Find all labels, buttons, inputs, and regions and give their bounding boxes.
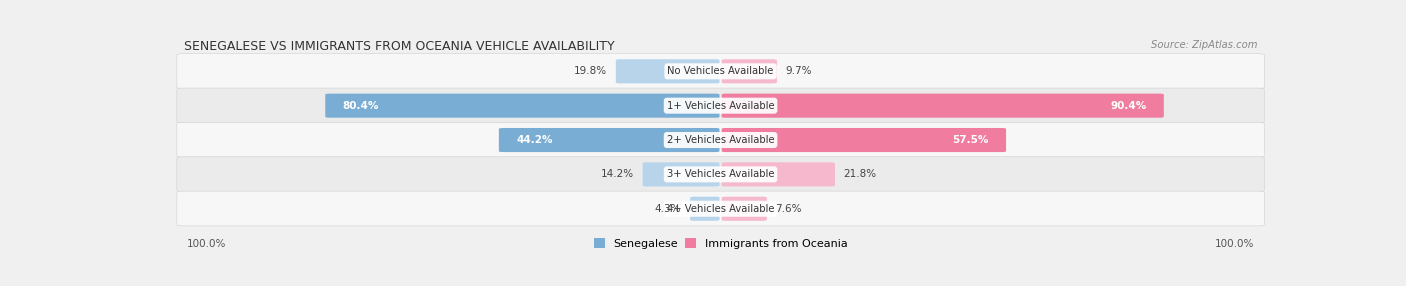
FancyBboxPatch shape <box>177 122 1264 157</box>
FancyBboxPatch shape <box>325 94 720 118</box>
FancyBboxPatch shape <box>177 88 1264 123</box>
FancyBboxPatch shape <box>499 128 720 152</box>
FancyBboxPatch shape <box>177 54 1264 88</box>
Text: 7.6%: 7.6% <box>776 204 801 214</box>
FancyBboxPatch shape <box>177 191 1264 226</box>
FancyBboxPatch shape <box>721 128 1007 152</box>
Text: 100.0%: 100.0% <box>187 239 226 249</box>
Text: SENEGALESE VS IMMIGRANTS FROM OCEANIA VEHICLE AVAILABILITY: SENEGALESE VS IMMIGRANTS FROM OCEANIA VE… <box>184 40 614 53</box>
FancyBboxPatch shape <box>721 59 778 83</box>
Legend: Senegalese, Immigrants from Oceania: Senegalese, Immigrants from Oceania <box>589 234 852 253</box>
FancyBboxPatch shape <box>721 94 1164 118</box>
Text: 90.4%: 90.4% <box>1111 101 1146 111</box>
Text: 2+ Vehicles Available: 2+ Vehicles Available <box>666 135 775 145</box>
Text: 21.8%: 21.8% <box>844 169 877 179</box>
Text: Source: ZipAtlas.com: Source: ZipAtlas.com <box>1152 40 1258 50</box>
Text: 4.3%: 4.3% <box>655 204 682 214</box>
Text: 9.7%: 9.7% <box>786 66 813 76</box>
FancyBboxPatch shape <box>690 197 720 221</box>
Text: 80.4%: 80.4% <box>343 101 380 111</box>
FancyBboxPatch shape <box>643 162 720 186</box>
Text: 4+ Vehicles Available: 4+ Vehicles Available <box>666 204 775 214</box>
FancyBboxPatch shape <box>616 59 720 83</box>
FancyBboxPatch shape <box>721 197 766 221</box>
Text: 44.2%: 44.2% <box>516 135 553 145</box>
Text: 14.2%: 14.2% <box>600 169 634 179</box>
Text: 100.0%: 100.0% <box>1215 239 1254 249</box>
Text: 1+ Vehicles Available: 1+ Vehicles Available <box>666 101 775 111</box>
FancyBboxPatch shape <box>721 162 835 186</box>
Text: 3+ Vehicles Available: 3+ Vehicles Available <box>666 169 775 179</box>
FancyBboxPatch shape <box>177 157 1264 192</box>
Text: 19.8%: 19.8% <box>574 66 607 76</box>
Text: 57.5%: 57.5% <box>952 135 988 145</box>
Text: No Vehicles Available: No Vehicles Available <box>668 66 773 76</box>
